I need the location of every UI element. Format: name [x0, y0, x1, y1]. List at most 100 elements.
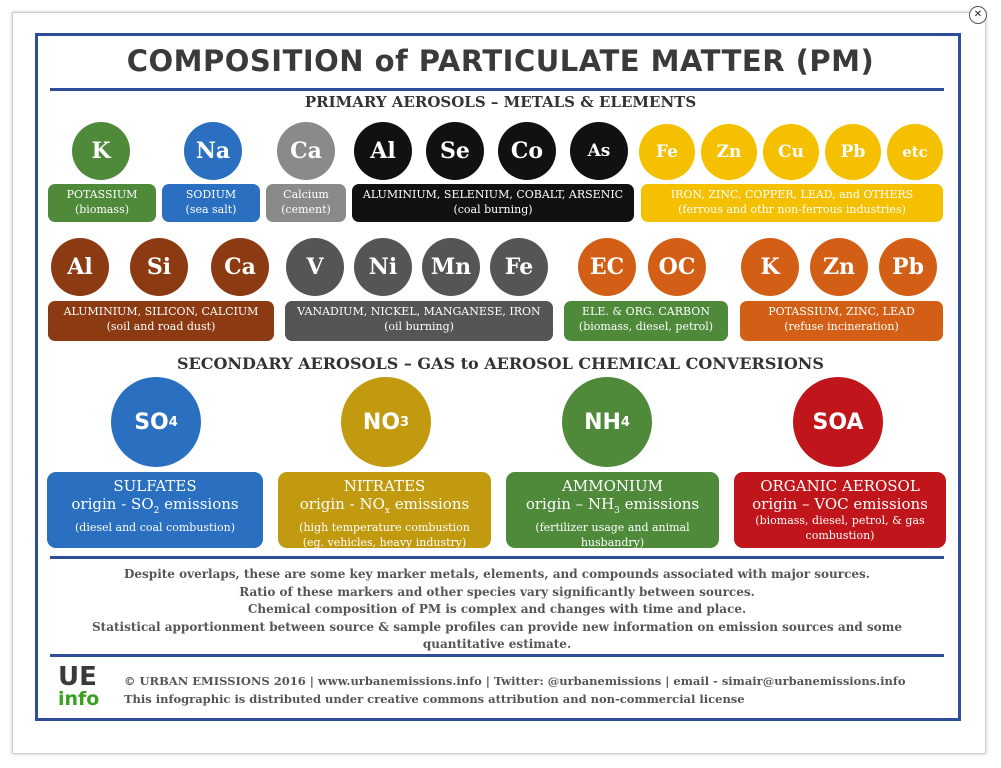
compound-detail: (biomass, diesel, petrol, & gas [755, 514, 925, 527]
secondary-box-organic-aerosol: ORGANIC AEROSOL origin – VOC emissions (… [734, 472, 946, 548]
origin-text: origin – NH [525, 495, 615, 513]
element-circle-al: Al [354, 122, 412, 180]
note-line: Despite overlaps, these are some key mar… [124, 567, 870, 581]
box-source: (ferrous and othr non-ferrous industries… [678, 203, 906, 216]
note-line: Chemical composition of PM is complex an… [247, 602, 747, 616]
primary-heading: PRIMARY AEROSOLS – METALS & ELEMENTS [304, 93, 697, 111]
element-circle-mn: Mn [422, 238, 480, 296]
secondary-heading: SECONDARY AEROSOLS – GAS to AEROSOL CHEM… [177, 354, 824, 373]
origin-subscript: 3 [614, 506, 620, 516]
notes-divider-bottom [50, 654, 944, 657]
element-circle-zn: Zn [810, 238, 868, 296]
compound-name: AMMONIUM [562, 477, 663, 495]
logo-ue: UE [58, 662, 97, 692]
box-source: (cement) [281, 203, 331, 216]
compound-detail-2: combustion) [805, 529, 875, 542]
compound-subscript: 4 [168, 414, 178, 430]
notes-block: Despite overlaps, these are some key mar… [50, 566, 944, 654]
title-divider [50, 88, 944, 91]
origin-subscript: x [384, 506, 390, 516]
element-circle-al: Al [51, 238, 109, 296]
box-label: POTASSIUM, ZINC, LEAD [768, 305, 915, 318]
compound-subscript: 4 [620, 414, 630, 430]
box-label: VANADIUM, NICKEL, MANGANESE, IRON [297, 305, 541, 318]
compound-symbol: NO [362, 409, 401, 435]
note-line: Statistical apportionment between source… [92, 619, 902, 634]
footer-credits: © URBAN EMISSIONS 2016 | www.urbanemissi… [124, 674, 906, 688]
element-circle-co: Co [498, 122, 556, 180]
compound-origin: origin - NOx emissions [278, 495, 491, 520]
secondary-box-ammonium: AMMONIUM origin – NH3 emissions (fertili… [506, 472, 719, 549]
secondary-box-sulfates: SULFATES origin - SO2 emissions (diesel … [47, 472, 263, 548]
box-label: POTASSIUM [66, 188, 138, 201]
box-label: ELE. & ORG. CARBON [582, 305, 710, 318]
element-circle-pb: Pb [825, 124, 881, 180]
compound-subscript: 3 [400, 414, 410, 430]
source-box-coal-burning: ALUMINIUM, SELENIUM, COBALT, ARSENIC (co… [352, 184, 634, 222]
compound-circle-no3: NO 3 [341, 377, 431, 467]
infographic-frame [35, 33, 961, 721]
origin-suffix: emissions [619, 495, 700, 513]
origin-text: origin - NO [299, 495, 385, 513]
element-circle-na: Na [184, 122, 242, 180]
compound-origin: origin – VOC emissions [752, 495, 928, 513]
element-circle-ni: Ni [354, 238, 412, 296]
compound-name: SULFATES [113, 477, 197, 495]
source-box-biomass: POTASSIUM (biomass) [48, 184, 156, 222]
compound-detail-2: husbandry) [580, 536, 645, 549]
page-title: COMPOSITION of PARTICULATE MATTER (PM) [126, 44, 875, 78]
element-circle-etc: etc [887, 124, 943, 180]
box-source: (oil burning) [384, 320, 454, 333]
element-circle-oc: OC [648, 238, 706, 296]
compound-circle-so4: SO 4 [111, 377, 201, 467]
compound-symbol: NH [584, 409, 621, 435]
compound-origin: origin - SO2 emissions [47, 495, 263, 520]
box-source: (refuse incineration) [784, 320, 899, 333]
close-icon[interactable]: ✕ [969, 6, 987, 24]
logo-info: info [58, 688, 100, 710]
element-circle-ca: Ca [277, 122, 335, 180]
source-box-road-dust: ALUMINIUM, SILICON, CALCIUM (soil and ro… [48, 301, 274, 341]
element-circle-cu: Cu [763, 124, 819, 180]
source-box-incineration: POTASSIUM, ZINC, LEAD (refuse incinerati… [740, 301, 943, 341]
source-box-industries: IRON, ZINC, COPPER, LEAD, and OTHERS (fe… [641, 184, 943, 222]
footer-license: This infographic is distributed under cr… [124, 692, 745, 706]
compound-detail: (fertilizer usage and animal [535, 521, 690, 534]
box-label: ALUMINIUM, SILICON, CALCIUM [63, 305, 259, 318]
element-circle-k: K [72, 122, 130, 180]
secondary-box-nitrates: NITRATES origin - NOx emissions (high te… [278, 472, 491, 549]
box-source: (biomass) [74, 203, 130, 216]
box-source: (biomass, diesel, petrol) [578, 320, 714, 333]
box-label: SODIUM [185, 188, 237, 201]
compound-detail-2: (eg. vehicles, heavy industry) [302, 536, 467, 549]
element-circle-fe: Fe [490, 238, 548, 296]
element-circle-se: Se [426, 122, 484, 180]
element-circle-as: As [570, 122, 628, 180]
box-source: (coal burning) [453, 203, 533, 216]
compound-name: ORGANIC AEROSOL [760, 477, 920, 495]
origin-subscript: 2 [153, 506, 160, 516]
note-line: Ratio of these markers and other species… [239, 584, 755, 599]
element-circle-ec: EC [578, 238, 636, 296]
source-box-cement: Calcium (cement) [266, 184, 346, 222]
compound-origin: origin – NH3 emissions [506, 495, 719, 520]
compound-circle-soa: SOA [793, 377, 883, 467]
element-circle-k: K [741, 238, 799, 296]
box-source: (sea salt) [185, 203, 237, 216]
source-box-sea-salt: SODIUM (sea salt) [162, 184, 260, 222]
origin-suffix: emissions [159, 495, 239, 513]
compound-symbol: SO [134, 409, 169, 435]
note-line: quantitative estimate. [422, 637, 572, 651]
element-circle-v: V [286, 238, 344, 296]
element-circle-fe: Fe [639, 124, 695, 180]
compound-detail: (high temperature combustion [299, 521, 470, 534]
compound-symbol: SOA [812, 409, 864, 435]
source-box-oil-burning: VANADIUM, NICKEL, MANGANESE, IRON (oil b… [285, 301, 553, 341]
compound-name: NITRATES [343, 477, 426, 495]
source-box-carbon: ELE. & ORG. CARBON (biomass, diesel, pet… [564, 301, 728, 341]
element-circle-ca: Ca [211, 238, 269, 296]
box-label: ALUMINIUM, SELENIUM, COBALT, ARSENIC [362, 188, 624, 201]
origin-suffix: emissions [389, 495, 470, 513]
compound-detail: (diesel and coal combustion) [75, 521, 235, 534]
compound-circle-nh4: NH 4 [562, 377, 652, 467]
